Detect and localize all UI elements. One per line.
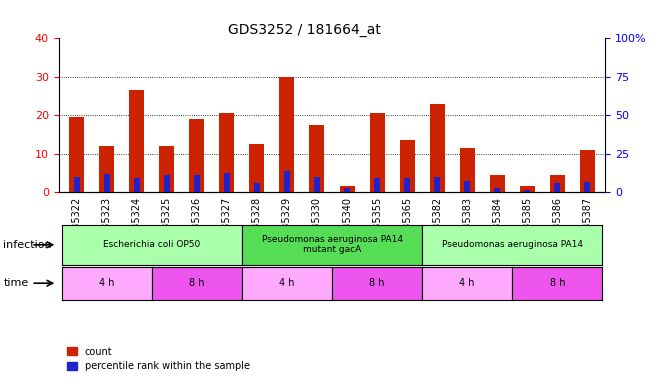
Bar xyxy=(464,181,470,192)
Text: 4 h: 4 h xyxy=(460,278,475,288)
Bar xyxy=(219,113,234,192)
Bar xyxy=(279,77,294,192)
Bar xyxy=(460,148,475,192)
Bar xyxy=(129,90,145,192)
Text: 4 h: 4 h xyxy=(99,278,115,288)
Bar xyxy=(69,117,84,192)
Text: 8 h: 8 h xyxy=(369,278,385,288)
Bar xyxy=(374,178,380,192)
Bar xyxy=(370,113,385,192)
Text: 8 h: 8 h xyxy=(189,278,204,288)
Bar xyxy=(284,171,290,192)
Bar xyxy=(344,188,350,192)
Bar xyxy=(580,150,595,192)
Bar xyxy=(194,175,200,192)
Bar xyxy=(555,183,561,192)
Bar xyxy=(254,183,260,192)
Bar xyxy=(164,175,170,192)
Bar xyxy=(524,190,531,192)
Text: Pseudomonas aeruginosa PA14
mutant gacA: Pseudomonas aeruginosa PA14 mutant gacA xyxy=(262,235,402,255)
Bar xyxy=(430,104,445,192)
Bar xyxy=(133,178,140,192)
Text: Escherichia coli OP50: Escherichia coli OP50 xyxy=(103,240,201,249)
Bar xyxy=(99,146,114,192)
Bar xyxy=(314,177,320,192)
Bar xyxy=(434,177,440,192)
Bar xyxy=(494,188,500,192)
Bar xyxy=(104,174,109,192)
Bar xyxy=(159,146,174,192)
Text: time: time xyxy=(3,278,29,288)
Bar xyxy=(519,186,535,192)
Bar xyxy=(490,175,505,192)
Bar xyxy=(189,119,204,192)
Text: 4 h: 4 h xyxy=(279,278,295,288)
Legend: count, percentile rank within the sample: count, percentile rank within the sample xyxy=(63,343,254,375)
Bar xyxy=(309,125,324,192)
Bar xyxy=(404,178,410,192)
Bar xyxy=(224,173,230,192)
Bar xyxy=(340,186,355,192)
Text: 8 h: 8 h xyxy=(549,278,565,288)
Bar xyxy=(249,144,264,192)
Bar xyxy=(585,182,590,192)
Text: infection: infection xyxy=(3,240,52,250)
Text: Pseudomonas aeruginosa PA14: Pseudomonas aeruginosa PA14 xyxy=(442,240,583,249)
Text: GDS3252 / 181664_at: GDS3252 / 181664_at xyxy=(228,23,381,37)
Bar xyxy=(550,175,565,192)
Bar xyxy=(400,140,415,192)
Bar xyxy=(74,177,79,192)
